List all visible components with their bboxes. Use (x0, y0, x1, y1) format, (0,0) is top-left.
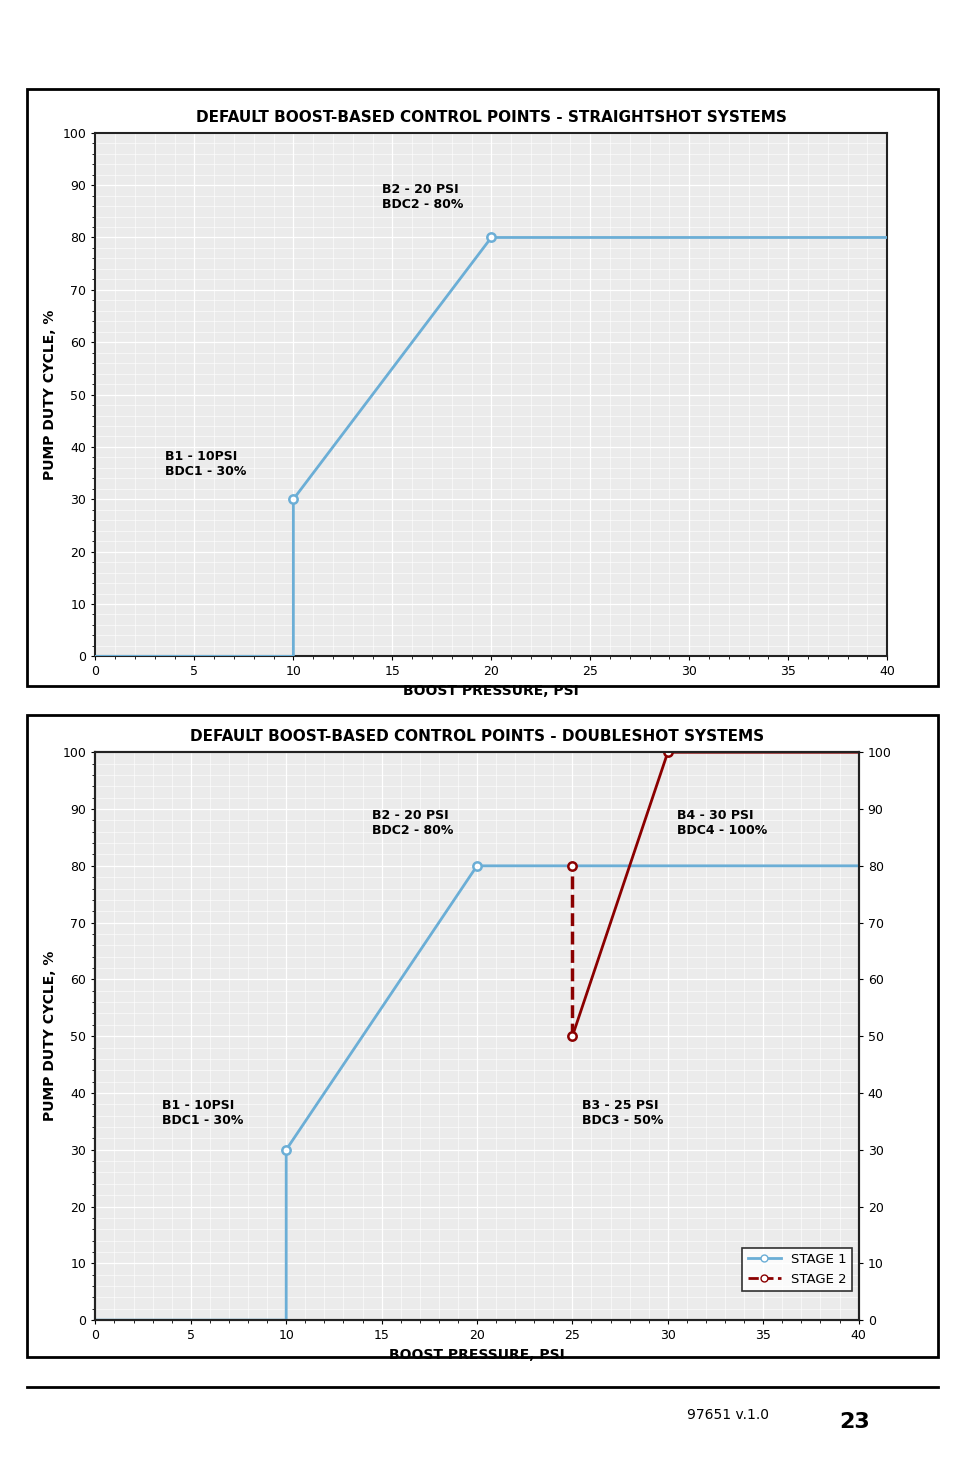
Title: DEFAULT BOOST-BASED CONTROL POINTS - STRAIGHTSHOT SYSTEMS: DEFAULT BOOST-BASED CONTROL POINTS - STR… (195, 109, 786, 125)
Text: B3 - 25 PSI
BDC3 - 50%: B3 - 25 PSI BDC3 - 50% (581, 1099, 662, 1127)
Text: 23: 23 (839, 1412, 869, 1432)
X-axis label: BOOST PRESSURE, PSI: BOOST PRESSURE, PSI (403, 684, 578, 698)
Text: B4 - 30 PSI
BDC4 - 100%: B4 - 30 PSI BDC4 - 100% (677, 810, 767, 838)
Y-axis label: PUMP DUTY CYCLE, %: PUMP DUTY CYCLE, % (43, 951, 57, 1121)
Text: B2 - 20 PSI
BDC2 - 80%: B2 - 20 PSI BDC2 - 80% (372, 810, 453, 838)
Text: B1 - 10PSI
BDC1 - 30%: B1 - 10PSI BDC1 - 30% (162, 1099, 243, 1127)
X-axis label: BOOST PRESSURE, PSI: BOOST PRESSURE, PSI (389, 1348, 564, 1361)
Legend: STAGE 1, STAGE 2: STAGE 1, STAGE 2 (741, 1248, 851, 1291)
Text: B2 - 20 PSI
BDC2 - 80%: B2 - 20 PSI BDC2 - 80% (382, 183, 463, 211)
Text: B1 - 10PSI
BDC1 - 30%: B1 - 10PSI BDC1 - 30% (165, 450, 246, 478)
Title: DEFAULT BOOST-BASED CONTROL POINTS - DOUBLESHOT SYSTEMS: DEFAULT BOOST-BASED CONTROL POINTS - DOU… (190, 729, 763, 745)
Text: 97651 v.1.0: 97651 v.1.0 (686, 1409, 768, 1422)
Y-axis label: PUMP DUTY CYCLE, %: PUMP DUTY CYCLE, % (43, 310, 57, 479)
